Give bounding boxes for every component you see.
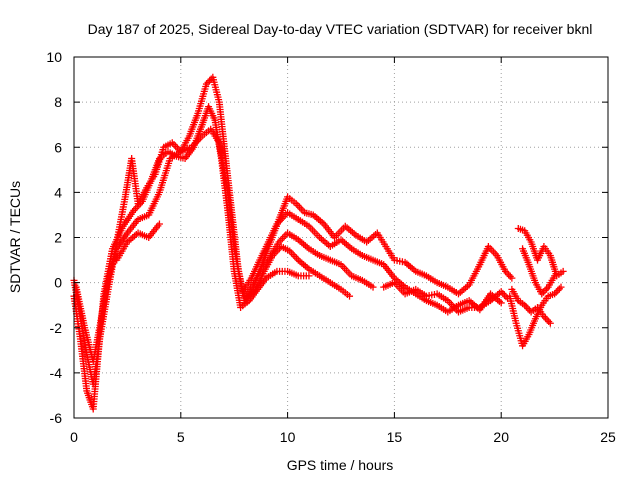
data-point	[522, 303, 530, 311]
data-point	[506, 272, 514, 280]
data-point	[545, 318, 553, 326]
y-tick-label: 2	[54, 230, 62, 246]
data-point	[369, 283, 377, 291]
series-curve-10	[519, 245, 559, 298]
data-point	[546, 319, 554, 327]
data-point	[543, 316, 551, 324]
data-point	[559, 267, 567, 275]
x-tick-label: 10	[280, 429, 296, 445]
series-curve-3	[72, 125, 505, 366]
data-point	[305, 272, 313, 280]
x-tick-label: 25	[600, 429, 616, 445]
x-tick-label: 5	[177, 429, 185, 445]
data-point	[557, 283, 565, 291]
data-point	[542, 314, 550, 322]
x-tick-label: 0	[70, 429, 78, 445]
y-axis-label: SDTVAR / TECUs	[7, 181, 23, 293]
data-point	[206, 77, 214, 85]
x-tick-label: 15	[387, 429, 403, 445]
data-point	[555, 285, 563, 293]
data-point	[554, 287, 562, 295]
series-curve-8	[514, 224, 567, 280]
x-tick-label: 20	[493, 429, 509, 445]
series-curve-2	[70, 73, 516, 388]
data-point	[505, 271, 513, 279]
y-tick-label: -2	[50, 320, 63, 336]
data-point	[346, 292, 354, 300]
series-curve-6	[380, 279, 512, 316]
y-tick-label: 10	[46, 49, 62, 65]
y-tick-label: 6	[54, 139, 62, 155]
series-curve-9	[508, 285, 554, 327]
data-markers	[70, 73, 567, 413]
series-curve-5	[243, 243, 354, 302]
y-tick-label: 8	[54, 94, 62, 110]
y-tick-label: -6	[50, 410, 63, 426]
y-tick-label: 4	[54, 184, 62, 200]
data-point	[508, 274, 516, 282]
chart-title: Day 187 of 2025, Sidereal Day-to-day VTE…	[88, 21, 593, 37]
x-axis-label: GPS time / hours	[287, 457, 394, 473]
data-point	[155, 220, 163, 228]
data-point	[497, 299, 505, 307]
y-tick-label: -4	[50, 365, 63, 381]
data-point	[499, 289, 507, 297]
axis-ticks: 0 5 10 15 20 25 -6 -4 -2 0 2 4 6 8 10	[46, 49, 616, 445]
data-point	[551, 272, 559, 280]
data-point	[541, 287, 549, 295]
series-curve-7	[506, 283, 565, 350]
y-tick-label: 0	[54, 275, 62, 291]
